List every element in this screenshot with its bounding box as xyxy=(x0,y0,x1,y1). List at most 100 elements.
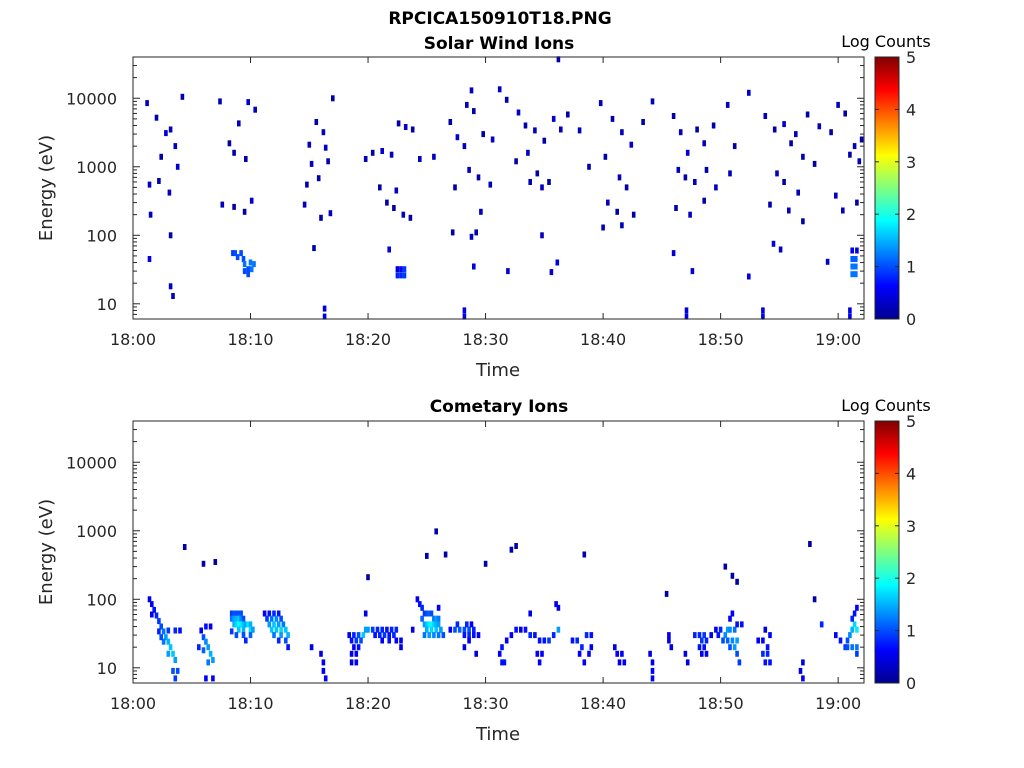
spectrogram-cell xyxy=(173,675,178,682)
spectrogram-cell xyxy=(768,201,772,208)
spectrogram-cell xyxy=(848,632,852,639)
spectrogram-cell xyxy=(370,149,375,156)
spectrogram-cell xyxy=(497,86,502,93)
spectrogram-cell xyxy=(850,263,854,270)
spectrogram-cell xyxy=(267,610,272,617)
spectrogram-cell xyxy=(723,632,728,639)
spectrogram-cell xyxy=(208,623,213,630)
spectrogram-cell xyxy=(218,98,222,105)
spectrogram-cell xyxy=(448,119,453,125)
colorbar-tick-label: 0 xyxy=(906,310,916,329)
spectrogram-cell xyxy=(173,143,178,150)
spectrogram-cell xyxy=(685,659,690,666)
spectrogram-cell xyxy=(631,211,636,218)
spectrogram-cell xyxy=(211,657,215,663)
spectrogram-cell xyxy=(848,307,852,314)
spectrogram-cell xyxy=(857,158,862,165)
spectrogram-cell xyxy=(854,271,858,278)
spectrogram-cell xyxy=(716,632,721,639)
colorbar-tick-label: 2 xyxy=(906,205,916,224)
spectrogram-cell xyxy=(695,126,699,133)
spectrogram-cell xyxy=(474,229,478,236)
spectrogram-cell xyxy=(399,644,403,651)
spectrogram-cell xyxy=(834,192,838,199)
spectrogram-cell xyxy=(819,621,824,628)
x-tick-label: 18:40 xyxy=(580,330,626,349)
spectrogram-cell xyxy=(276,637,281,644)
colorbar: 0 1 2 3 4 5 xyxy=(874,48,916,329)
spectrogram-cell xyxy=(394,187,399,194)
spectrogram-cell xyxy=(161,628,166,635)
spectrogram-cell xyxy=(168,283,173,290)
spectrogram-cell xyxy=(241,621,246,628)
spectrogram-cell xyxy=(523,626,528,633)
spectrogram-cell xyxy=(241,626,246,633)
colorbar-ticks: 0 1 2 3 4 5 xyxy=(875,412,916,693)
spectrogram-cell xyxy=(667,637,671,644)
spectrogram-cell xyxy=(265,615,269,622)
colorbar-label: Log Counts xyxy=(841,32,931,51)
spectrogram-cell xyxy=(239,250,243,257)
spectrogram-cell xyxy=(378,632,382,639)
x-tick-label: 18:20 xyxy=(345,330,391,349)
colorbar-ticks: 0 1 2 3 4 5 xyxy=(875,48,916,329)
spectrogram-cell xyxy=(469,621,474,628)
spectrogram-cell xyxy=(276,610,281,617)
spectrogram-cell xyxy=(664,590,669,597)
spectrogram-cell xyxy=(500,644,504,651)
spectrogram-cell xyxy=(448,626,453,633)
spectrogram-cell xyxy=(845,644,850,651)
spectrogram-cell xyxy=(399,272,403,279)
spectrogram-cell xyxy=(237,615,241,622)
spectrogram-cell xyxy=(732,626,737,633)
spectrogram-cell xyxy=(249,197,254,204)
y-tick-label: 10 xyxy=(97,659,117,678)
spectrogram-cell xyxy=(380,626,384,633)
spectrogram-cell xyxy=(690,268,695,275)
spectrogram-cell xyxy=(472,263,476,270)
spectrogram-cell xyxy=(732,143,737,150)
spectrogram-cell xyxy=(617,174,622,181)
spectrogram-cell xyxy=(178,627,182,634)
spectrogram-cell xyxy=(450,229,455,236)
spectrogram-cell xyxy=(575,637,579,644)
spectrogram-cell xyxy=(262,610,267,617)
spectrogram-cell xyxy=(808,541,812,547)
spectrogram-cell xyxy=(479,208,483,215)
spectrogram-cell xyxy=(556,626,561,633)
spectrogram-cell xyxy=(559,126,563,133)
spectrogram-cell xyxy=(232,621,236,628)
spectrogram-cell xyxy=(234,610,239,617)
spectrogram-cell xyxy=(199,627,203,634)
spectrogram-cell xyxy=(782,179,786,185)
spectrogram-cell xyxy=(465,101,469,108)
spectrogram-cell xyxy=(159,623,163,630)
spectrogram-cell xyxy=(725,637,730,644)
spectrogram-cell xyxy=(229,615,234,622)
spectrogram-cell xyxy=(237,120,241,127)
spectrogram-cell xyxy=(249,266,254,273)
spectrogram-cell xyxy=(676,166,681,173)
spectrogram-cell xyxy=(232,610,236,617)
spectrogram-cell xyxy=(168,126,173,133)
spectrogram-cell xyxy=(685,149,690,156)
spectrogram-cell xyxy=(551,632,556,639)
spectrogram-cell xyxy=(855,644,859,651)
spectrogram-cell xyxy=(267,621,272,628)
spectrogram-cell xyxy=(763,659,768,666)
spectrogram-cell xyxy=(361,632,366,639)
spectrogram-cell xyxy=(239,615,243,622)
spectrogram-cell xyxy=(373,632,377,639)
spectrogram-cell xyxy=(171,650,175,657)
spectrogram-cell xyxy=(408,214,413,221)
spectrogram-cell xyxy=(469,87,474,94)
spectrogram-cell xyxy=(152,606,156,613)
spectrogram-cell xyxy=(171,293,175,299)
x-tick-label: 18:10 xyxy=(227,330,273,349)
spectrogram-cell xyxy=(497,650,502,657)
spectrogram-cell xyxy=(314,119,319,125)
spectrogram-cell xyxy=(514,626,518,633)
spectrogram-cell xyxy=(474,650,478,657)
spectrogram-cell xyxy=(429,621,434,628)
spectrogram-cell xyxy=(772,126,777,133)
